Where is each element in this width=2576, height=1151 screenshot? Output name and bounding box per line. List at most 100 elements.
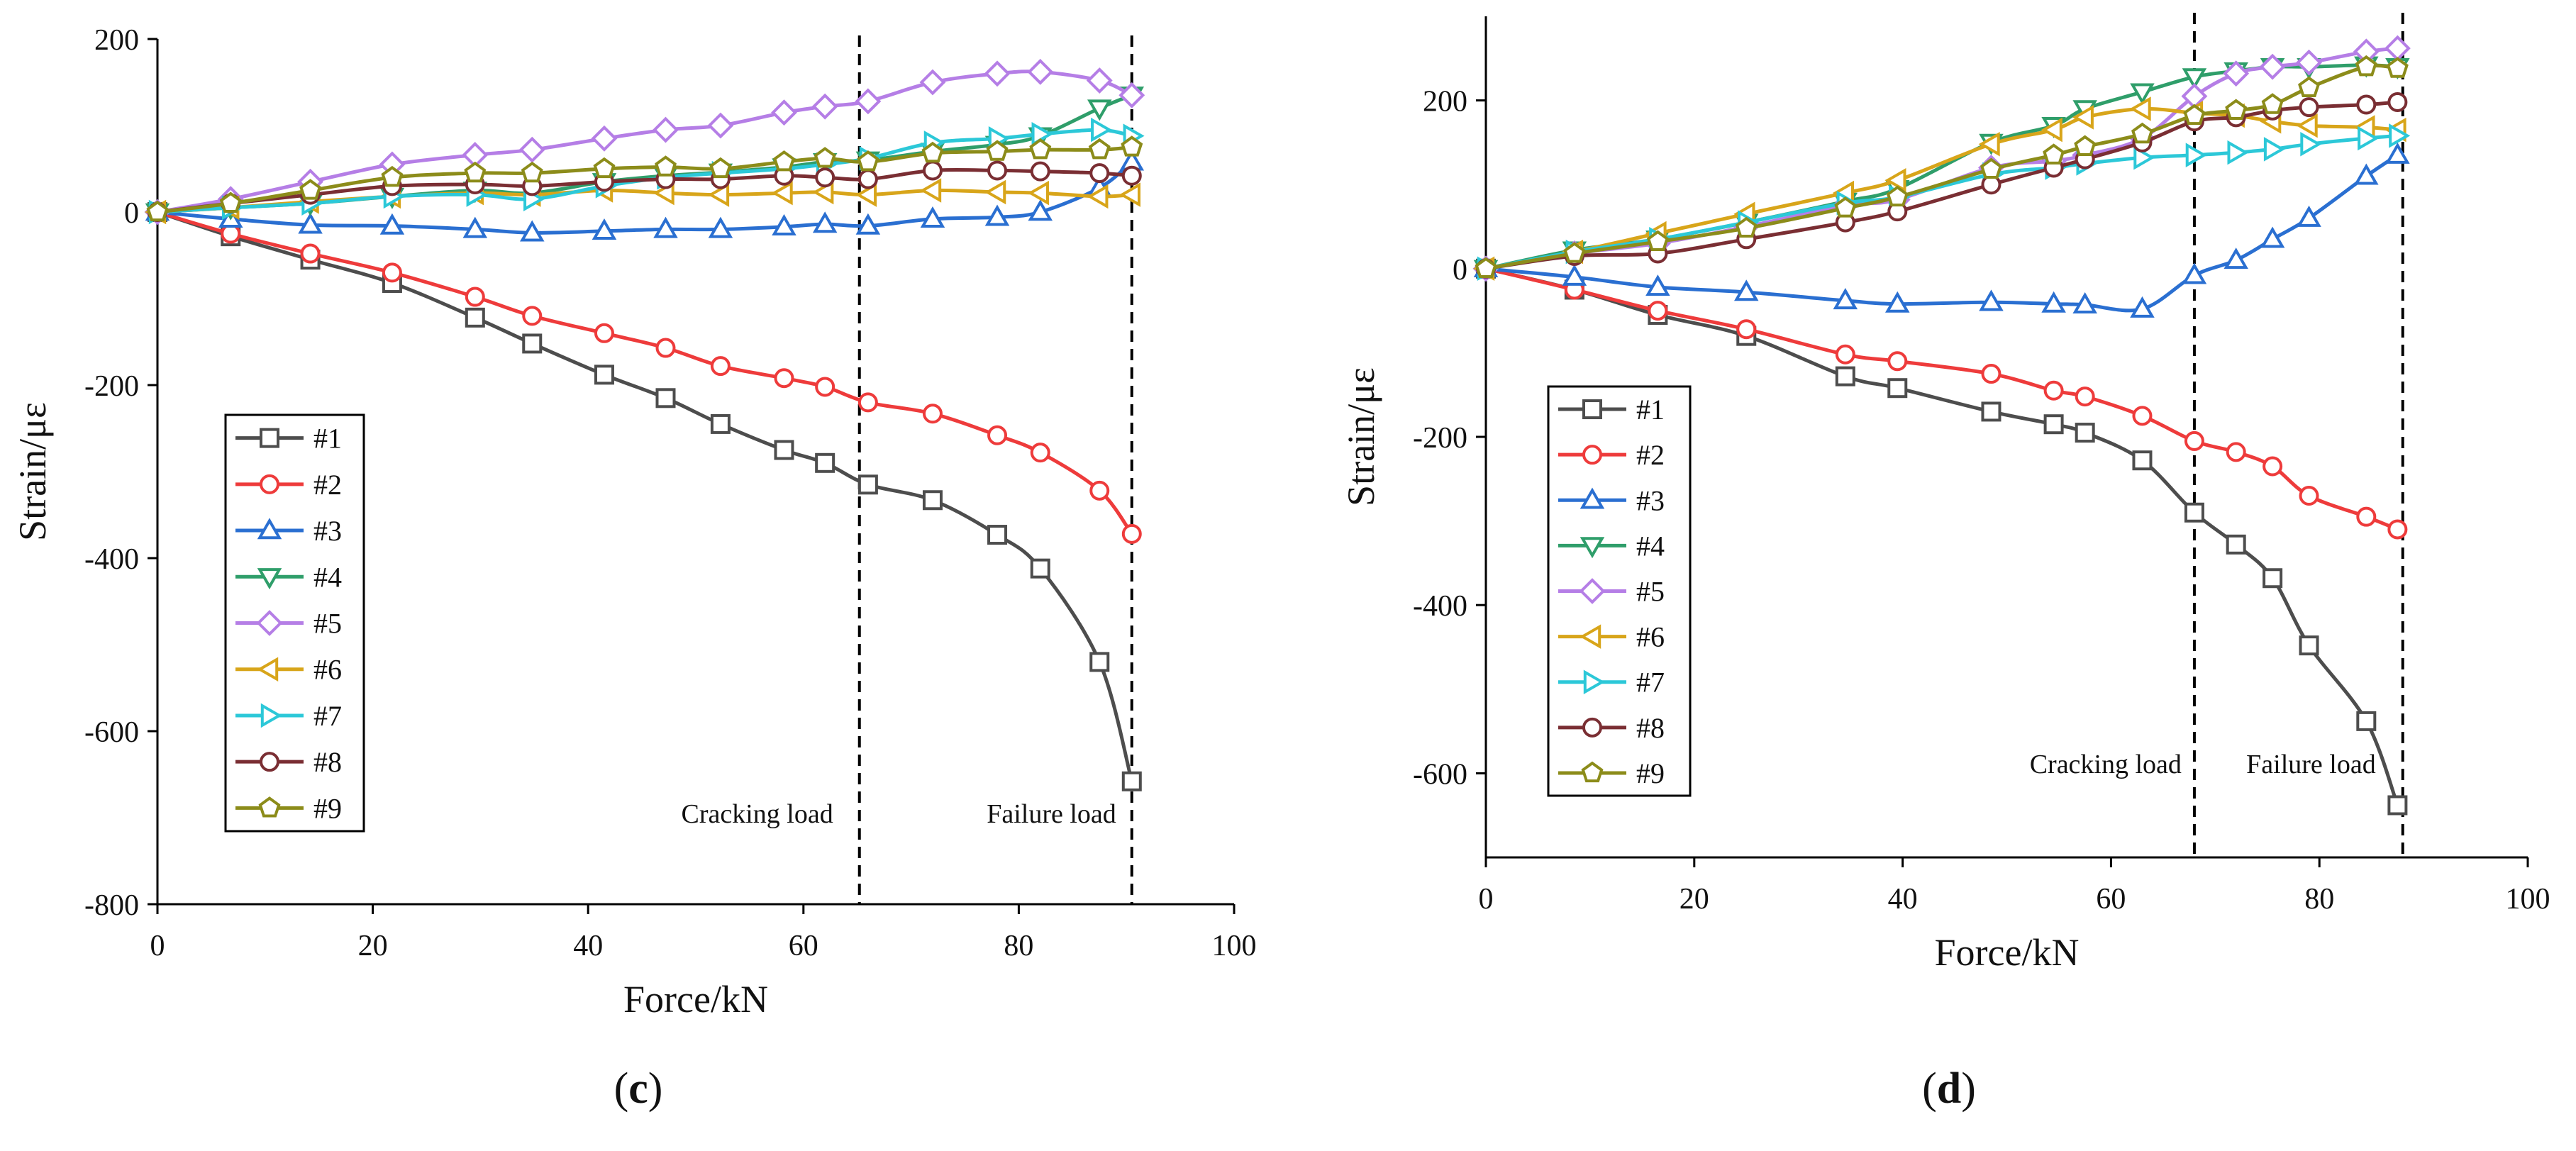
- legend-label: #5: [313, 608, 342, 640]
- data-point: [381, 165, 404, 187]
- data-point: [857, 150, 879, 172]
- data-point: [2263, 456, 2283, 477]
- panel-d: 0 20 40 60 80 100 -600 -400 -200 0 200 Force/kN Stra…: [1340, 13, 2550, 1113]
- data-point: [922, 404, 943, 424]
- data-point: [774, 440, 794, 460]
- data-point: [1834, 196, 1857, 218]
- data-point: [984, 204, 1010, 226]
- data-point: [221, 223, 241, 244]
- legend-label: #5: [1636, 576, 1665, 608]
- data-point: [1884, 291, 1910, 313]
- y-tick-label: 0: [124, 197, 139, 230]
- data-point: [591, 125, 618, 152]
- y-tick-label: -600: [1413, 758, 1467, 791]
- data-point: [1645, 274, 1670, 296]
- data-point: [2184, 502, 2204, 523]
- data-point: [2389, 123, 2411, 148]
- data-point: [2226, 442, 2246, 462]
- data-point: [922, 490, 943, 511]
- data-point: [2183, 104, 2206, 126]
- data-point: [1030, 161, 1050, 182]
- data-point: [2296, 49, 2322, 76]
- x-tick-label: 100: [1212, 930, 1257, 962]
- data-point: [1030, 558, 1050, 579]
- data-point: [2263, 137, 2285, 162]
- data-point: [1089, 652, 1110, 672]
- data-point: [2356, 506, 2377, 527]
- legend-label: #2: [313, 469, 342, 501]
- data-point: [146, 200, 169, 222]
- data-point: [2358, 126, 2380, 151]
- data-point: [1884, 168, 1906, 193]
- panel-label: (d): [1922, 1064, 1976, 1113]
- data-point: [2043, 414, 2064, 435]
- data-point: [2387, 519, 2408, 540]
- data-point: [922, 160, 943, 181]
- data-point: [855, 88, 882, 115]
- data-point: [653, 116, 679, 143]
- legend-marker: [256, 610, 283, 636]
- data-point: [655, 155, 677, 177]
- data-point: [2132, 450, 2153, 471]
- legend-marker: [257, 657, 279, 682]
- legend-label: #9: [1636, 757, 1665, 789]
- data-point: [857, 474, 878, 495]
- y-tick-label: -200: [84, 370, 139, 403]
- data-point: [2299, 486, 2319, 506]
- data-point: [464, 161, 487, 183]
- data-point: [1646, 230, 1669, 252]
- data-point: [1981, 401, 2002, 422]
- legend: #1 #2 #3 #4 #5 #6 #7 #8 #9: [224, 413, 365, 833]
- data-point: [1733, 279, 1759, 301]
- data-point: [522, 306, 543, 326]
- data-point: [1087, 99, 1112, 121]
- data-point: [1088, 138, 1111, 160]
- data-point: [2184, 430, 2204, 451]
- data-point: [465, 307, 485, 328]
- y-tick-label: 0: [1453, 254, 1467, 287]
- data-point: [2225, 99, 2248, 120]
- y-tick-label: -400: [1413, 590, 1467, 623]
- data-point: [1086, 67, 1113, 94]
- data-point: [520, 220, 545, 242]
- data-point: [379, 213, 405, 235]
- legend: #1 #2 #3 #4 #5 #6 #7 #8 #9: [1547, 385, 1692, 797]
- data-point: [382, 262, 402, 283]
- data-point: [857, 392, 878, 413]
- data-point: [1118, 182, 1140, 207]
- legend-marker: [1579, 578, 1606, 604]
- data-point: [298, 212, 323, 234]
- series-#3: [145, 149, 1145, 242]
- data-point: [709, 157, 732, 179]
- data-point: [2182, 68, 2207, 90]
- data-point: [771, 99, 797, 126]
- y-tick-label: 200: [1423, 86, 1467, 118]
- data-point: [1736, 319, 1757, 340]
- data-point: [919, 69, 946, 96]
- series-#9: [1475, 55, 2409, 278]
- legend-label: #2: [1636, 439, 1665, 471]
- data-point: [1835, 366, 1855, 387]
- data-point: [2131, 122, 2153, 144]
- data-point: [2074, 135, 2097, 156]
- x-tick-label: 60: [2096, 883, 2126, 916]
- data-point: [592, 218, 617, 240]
- data-point: [812, 211, 838, 233]
- data-point: [2043, 380, 2064, 401]
- data-point: [855, 213, 881, 235]
- data-point: [987, 425, 1008, 445]
- data-point: [2227, 140, 2249, 165]
- data-point: [465, 287, 485, 307]
- data-point: [774, 368, 794, 389]
- reference-line-label: Failure load: [2246, 750, 2376, 779]
- x-tick-label: 20: [358, 930, 388, 962]
- data-point: [2224, 248, 2248, 269]
- data-point: [2130, 296, 2155, 318]
- data-point: [1030, 443, 1050, 463]
- data-point: [2133, 145, 2155, 170]
- data-point: [1121, 165, 1142, 186]
- data-point: [2182, 262, 2207, 284]
- data-point: [710, 413, 731, 434]
- data-point: [2297, 205, 2321, 227]
- data-point: [655, 388, 676, 408]
